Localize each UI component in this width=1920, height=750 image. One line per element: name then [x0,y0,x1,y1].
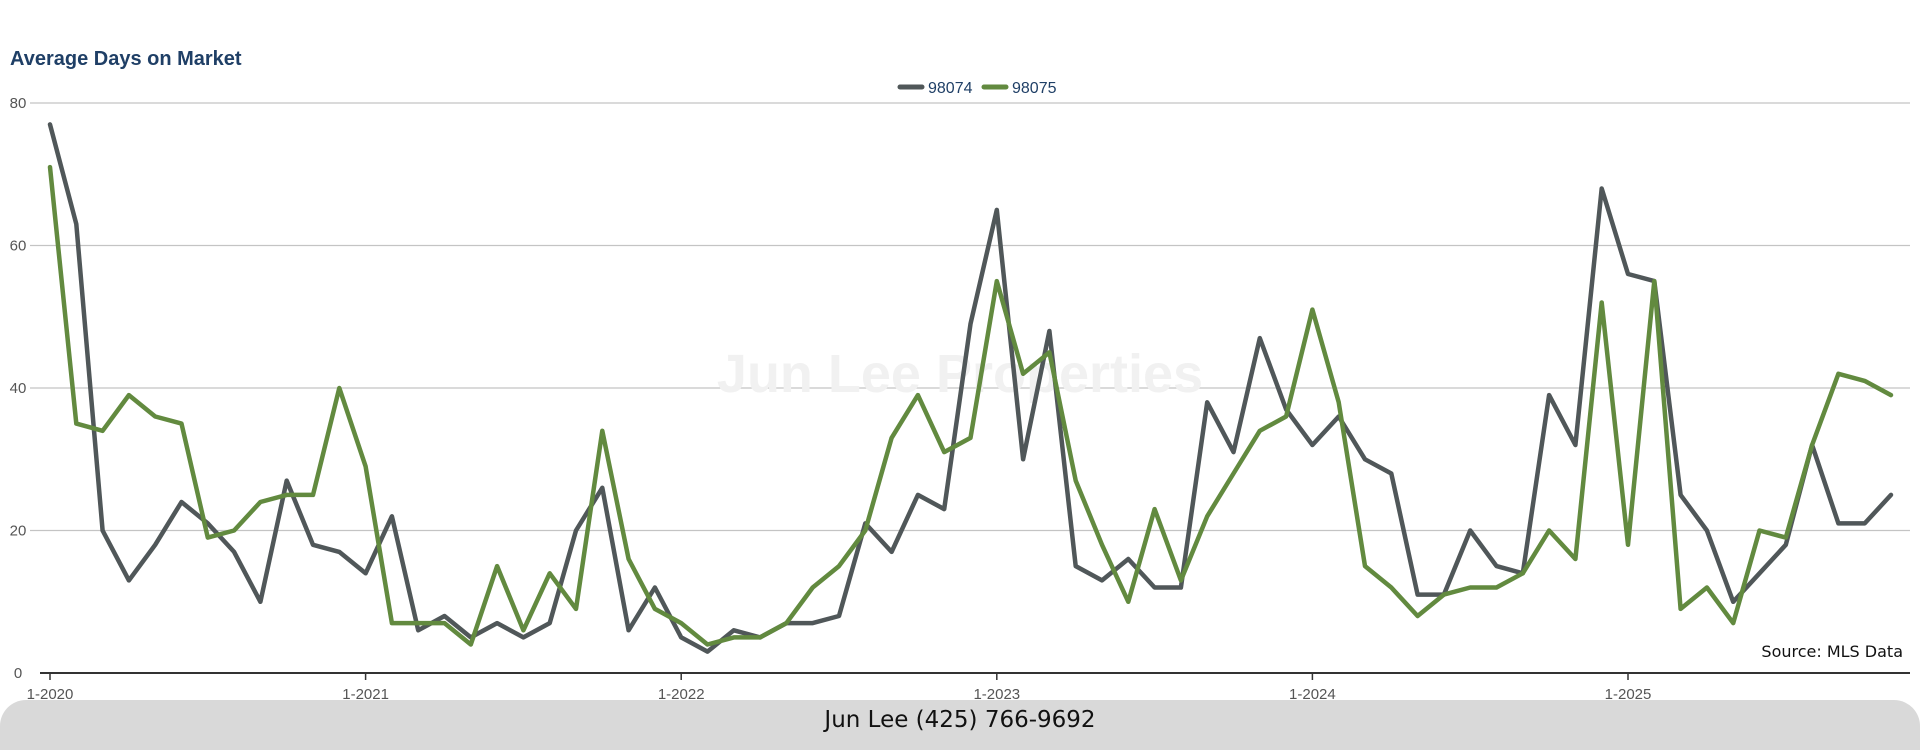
x-tick-label: 1-2021 [342,686,389,700]
x-tick-label: 1-2025 [1605,686,1652,700]
y-tick-label: 80 [10,95,27,112]
y-tick-label: 20 [10,523,27,540]
x-tick-label: 1-2020 [27,686,74,700]
y-tick-label: 40 [10,380,27,397]
chart-title: Average Days on Market [10,48,242,70]
x-tick-label: 1-2024 [1289,686,1336,700]
legend: 98074 98075 [897,80,1057,97]
footer-contact: Jun Lee (425) 766-9692 [824,707,1096,733]
legend-label-98075: 98075 [1012,80,1057,97]
axes: 0 20 40 60 80 1-2020 1-2021 1-2022 1-2023 1-2024 1… [10,95,1910,700]
x-tick-label: 1-2023 [973,686,1020,700]
source-label: Source: MLS Data [1761,642,1903,661]
series-line-98075 [47,164,1894,647]
legend-label-98074: 98074 [928,80,973,97]
y-tick-label: 0 [14,665,22,682]
x-tick-label: 1-2022 [658,686,705,700]
series-line-98074 [47,122,1894,654]
series-lines [47,122,1894,654]
y-tick-label: 60 [10,238,27,255]
footer-bar [0,700,1920,750]
